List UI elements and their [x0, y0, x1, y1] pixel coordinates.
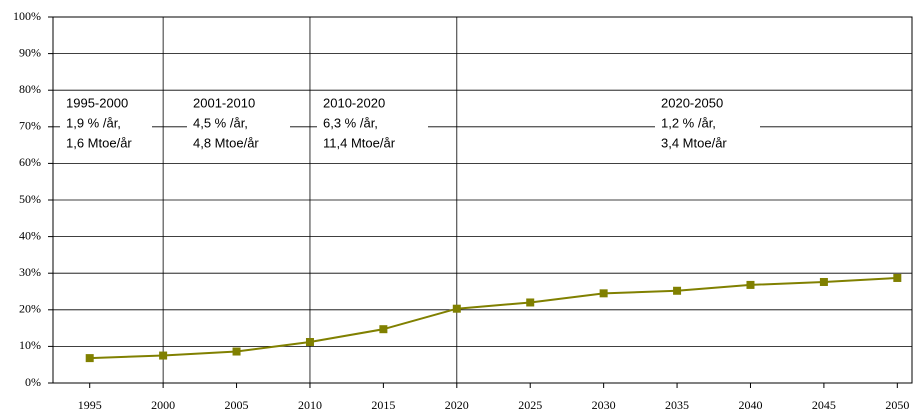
y-tick-label: 90% — [19, 45, 41, 59]
annotation-text: 3,4 Mtoe/år — [661, 135, 727, 150]
data-point — [232, 347, 241, 356]
data-line — [89, 276, 898, 360]
data-point — [379, 325, 388, 334]
annotation-text: 2010-2020 — [323, 95, 385, 110]
y-tick-label: 20% — [19, 302, 41, 316]
y-tick-label: 70% — [19, 119, 41, 133]
y-tick-label: 10% — [19, 338, 41, 352]
x-tick-label: 2010 — [298, 398, 322, 412]
data-point — [673, 286, 682, 295]
data-point — [893, 273, 902, 282]
x-tick-label: 2030 — [592, 398, 616, 412]
annotation-bg — [317, 92, 428, 156]
y-tick-label: 60% — [19, 155, 41, 169]
annotation-text: 1995-2000 — [66, 95, 128, 110]
x-tick-label: 2005 — [225, 398, 249, 412]
annotation-text: 4,5 % /år, — [193, 115, 248, 130]
data-point — [159, 351, 168, 360]
data-point — [746, 280, 755, 289]
y-tick-label: 100% — [13, 9, 41, 23]
y-tick-label: 40% — [19, 228, 41, 242]
annotation-text: 1,2 % /år, — [661, 115, 716, 130]
x-tick-label: 2000 — [151, 398, 175, 412]
x-tick-label: 2020 — [445, 398, 469, 412]
x-tick-label: 1995 — [78, 398, 102, 412]
x-tick-label: 2035 — [665, 398, 689, 412]
annotation-bg — [60, 92, 152, 156]
data-point — [526, 298, 535, 307]
y-tick-label: 80% — [19, 82, 41, 96]
x-tick-label: 2015 — [371, 398, 395, 412]
x-tick-label: 2045 — [812, 398, 836, 412]
y-tick-label: 0% — [25, 375, 41, 389]
data-point — [819, 277, 828, 286]
annotation-text: 1,9 % /år, — [66, 115, 121, 130]
y-tick-label: 50% — [19, 192, 41, 206]
annotation-bg — [187, 92, 290, 156]
annotation-text: 4,8 Mtoe/år — [193, 135, 259, 150]
x-tick-label: 2040 — [738, 398, 762, 412]
data-point — [599, 289, 608, 298]
annotation-text: 2001-2010 — [193, 95, 255, 110]
y-tick-label: 30% — [19, 265, 41, 279]
x-tick-label: 2025 — [518, 398, 542, 412]
data-point — [452, 304, 461, 313]
x-tick-label: 2050 — [885, 398, 909, 412]
data-point — [305, 338, 314, 347]
data-point — [85, 354, 94, 363]
annotation-bg — [655, 92, 760, 156]
annotation-text: 6,3 % /år, — [323, 115, 378, 130]
annotation-text: 2020-2050 — [661, 95, 723, 110]
annotation-text: 11,4 Mtoe/år — [323, 135, 396, 150]
annotation-text: 1,6 Mtoe/år — [66, 135, 132, 150]
